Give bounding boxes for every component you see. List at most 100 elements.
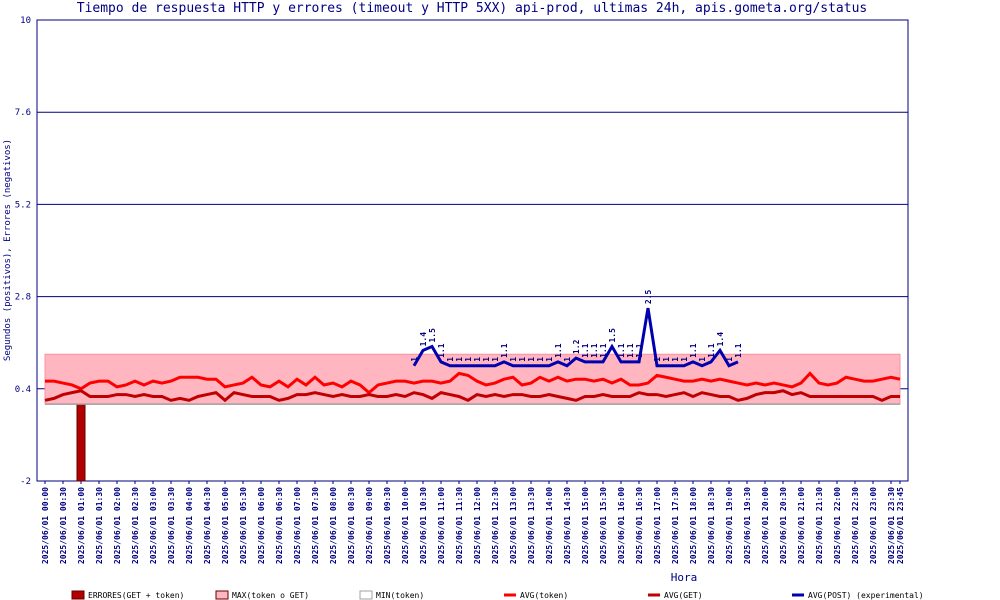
value-label: 1	[671, 357, 680, 362]
value-label: 1.1	[437, 343, 446, 358]
value-label: 1.1	[581, 343, 590, 358]
x-tick-label: 2025/06/01 02:00	[113, 487, 122, 564]
x-tick-label: 2025/06/01 06:00	[257, 487, 266, 564]
x-tick-label: 2025/06/01 12:00	[473, 487, 482, 564]
x-tick-label: 2025/06/01 21:00	[797, 487, 806, 564]
x-tick-label: 2025/06/01 18:00	[689, 487, 698, 564]
value-label: 1	[473, 357, 482, 362]
x-tick-label: 2025/06/01 04:00	[185, 487, 194, 564]
x-tick-label: 2025/06/01 14:30	[563, 487, 572, 564]
x-tick-label: 2025/06/01 19:00	[725, 487, 734, 564]
x-tick-label: 2025/06/01 17:00	[653, 487, 662, 564]
value-label: 1.1	[626, 343, 635, 358]
value-label: 1.1	[500, 343, 509, 358]
x-tick-label: 2025/06/01 23:00	[869, 487, 878, 564]
line	[44, 389, 900, 403]
value-label: 1	[509, 357, 518, 362]
x-tick-label: 2025/06/01 01:30	[95, 487, 104, 564]
value-label: 1.1	[617, 343, 626, 358]
x-tick-label: 2025/06/01 07:30	[311, 487, 320, 564]
x-tick-label: 2025/06/01 16:00	[617, 487, 626, 564]
x-tick-label: 2025/06/01 20:00	[761, 487, 770, 564]
value-label: 1.2	[572, 339, 581, 354]
x-tick-label: 2025/06/01 21:30	[815, 487, 824, 564]
value-label: 1.1	[689, 343, 698, 358]
x-tick-label: 2025/06/01 05:00	[221, 487, 230, 564]
y-tick-label: 5.2	[15, 200, 31, 210]
value-label: 1	[464, 357, 473, 362]
value-label: 1	[482, 357, 491, 362]
y-tick-label: 10	[20, 16, 31, 26]
x-tick-label: 2025/06/01 19:30	[743, 487, 752, 564]
value-label: 1.1	[707, 343, 716, 358]
value-label: 1	[680, 357, 689, 362]
line	[412, 307, 739, 368]
x-tick-label: 2025/06/01 04:30	[203, 487, 212, 564]
value-label: 1.4	[419, 332, 428, 347]
value-label: 1	[491, 357, 500, 362]
value-label: 1	[698, 357, 707, 362]
value-label: 1	[653, 357, 662, 362]
value-label: 1	[536, 357, 545, 362]
plot-area	[36, 19, 909, 482]
legend-label: MAX(token o GET)	[232, 591, 309, 600]
legend-label: MIN(token)	[376, 591, 424, 600]
x-tick-label: 2025/06/01 18:30	[707, 487, 716, 564]
x-tick-label: 2025/06/01 23:30	[887, 487, 896, 564]
value-label: 1.1	[599, 343, 608, 358]
value-label: 1.5	[608, 328, 617, 343]
x-tick-label: 2025/06/01 03:00	[149, 487, 158, 564]
value-label: 1	[446, 357, 455, 362]
legend-label: AVG(POST) (experimental)	[808, 591, 924, 600]
x-tick-label: 2025/06/01 06:30	[275, 487, 284, 564]
y-tick-label: 2.8	[15, 293, 31, 303]
y-tick-label: -2	[20, 477, 31, 487]
value-label: 1.1	[554, 343, 563, 358]
value-label: 1.1	[734, 343, 743, 358]
legend-label: AVG(token)	[520, 591, 568, 600]
chart-title: Tiempo de respuesta HTTP y errores (time…	[77, 1, 868, 16]
legend-swatch	[215, 590, 229, 600]
x-tick-label: 2025/06/01 22:00	[833, 487, 842, 564]
x-tick-label: 2025/06/01 22:30	[851, 487, 860, 564]
value-label: 1.5	[428, 328, 437, 343]
line	[45, 371, 901, 395]
legend-label: ERRORES(GET + token)	[88, 591, 184, 600]
x-tick-label: 2025/06/01 15:30	[599, 487, 608, 564]
legend-swatch	[359, 590, 373, 600]
x-tick-label: 2025/06/01 03:30	[167, 487, 176, 564]
value-label: 2.5	[644, 289, 653, 304]
value-label: 1	[662, 357, 671, 362]
x-tick-label: 2025/06/01 11:30	[455, 487, 464, 564]
x-tick-label: 2025/06/01 00:00	[41, 487, 50, 564]
x-tick-label: 2025/06/01 13:00	[509, 487, 518, 564]
value-label: 1	[455, 357, 464, 362]
value-label: 1.1	[635, 343, 644, 358]
x-tick-label: 2025/06/01 00:30	[59, 487, 68, 564]
x-tick-label: 2025/06/01 16:30	[635, 487, 644, 564]
x-tick-label: 2025/06/01 05:30	[239, 487, 248, 564]
x-tick-label: 2025/06/01 23:45	[896, 487, 905, 564]
x-tick-label: 2025/06/01 10:00	[401, 487, 410, 564]
value-label: 1	[410, 357, 419, 362]
x-axis-label: Hora	[671, 571, 698, 584]
x-tick-label: 2025/06/01 09:30	[383, 487, 392, 564]
x-tick-label: 2025/06/01 10:30	[419, 487, 428, 564]
value-label: 1.1	[590, 343, 599, 358]
x-tick-label: 2025/06/01 12:30	[491, 487, 500, 564]
x-tick-label: 2025/06/01 14:00	[545, 487, 554, 564]
x-tick-label: 2025/06/01 07:00	[293, 487, 302, 564]
value-label: 1	[527, 357, 536, 362]
value-label: 1	[563, 357, 572, 362]
x-tick-label: 2025/06/01 15:00	[581, 487, 590, 564]
x-tick-label: 2025/06/01 09:00	[365, 487, 374, 564]
x-tick-label: 2025/06/01 02:30	[131, 487, 140, 564]
x-tick-label: 2025/06/01 01:00	[77, 487, 86, 564]
x-tick-label: 2025/06/01 08:00	[329, 487, 338, 564]
x-tick-label: 2025/06/01 13:30	[527, 487, 536, 564]
bar	[76, 403, 86, 482]
value-label: 1	[725, 357, 734, 362]
y-tick-label: 0.4	[15, 385, 31, 395]
x-tick-label: 2025/06/01 11:00	[437, 487, 446, 564]
